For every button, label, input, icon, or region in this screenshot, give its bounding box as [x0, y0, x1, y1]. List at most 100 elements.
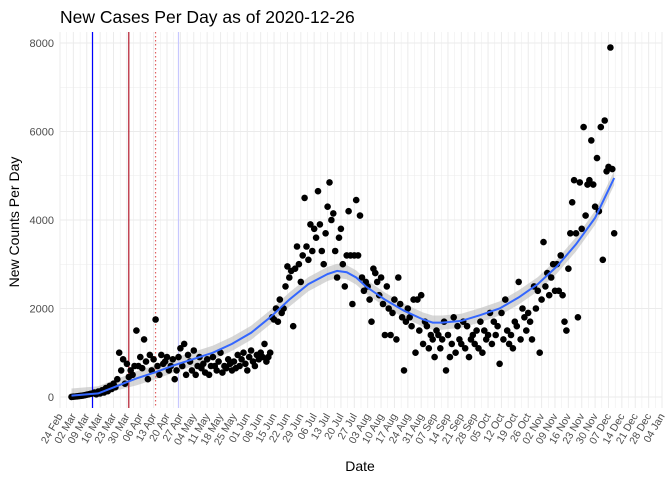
data-point: [169, 356, 177, 363]
data-point: [481, 327, 488, 334]
reference-lines: [91, 32, 180, 408]
data-point: [494, 322, 501, 330]
data-point: [154, 362, 161, 370]
data-point: [465, 353, 473, 361]
y-tick-label: 6000: [30, 127, 54, 139]
data-point: [461, 345, 469, 352]
data-point: [582, 212, 589, 219]
data-point: [578, 225, 585, 233]
data-point: [488, 340, 496, 348]
data-point: [238, 356, 245, 363]
data-point: [137, 353, 144, 361]
data-point: [261, 340, 268, 348]
data-point: [542, 283, 549, 290]
data-point: [223, 364, 230, 372]
data-point: [203, 356, 211, 363]
data-point: [337, 225, 345, 233]
y-tick-label: 4000: [30, 215, 54, 227]
data-point: [565, 265, 572, 273]
data-point: [328, 216, 335, 224]
data-point: [326, 179, 333, 186]
data-point: [354, 252, 362, 259]
data-point: [593, 154, 601, 162]
data-point: [373, 278, 381, 286]
data-point: [117, 367, 125, 374]
data-point: [366, 296, 373, 303]
data-point: [601, 117, 608, 124]
data-point: [305, 256, 312, 264]
data-point: [524, 309, 532, 317]
data-point: [286, 274, 293, 281]
data-point: [540, 238, 547, 246]
data-point: [435, 331, 442, 339]
data-point: [339, 260, 347, 268]
data-point: [163, 353, 171, 361]
data-point: [245, 353, 253, 361]
data-point: [412, 349, 419, 357]
data-point: [213, 367, 220, 374]
data-point: [437, 345, 444, 352]
data-point: [404, 305, 412, 312]
data-point: [219, 369, 226, 376]
y-tick-labels: 0 2000 4000 6000 8000: [30, 38, 54, 404]
data-point: [509, 345, 517, 352]
data-point: [144, 375, 152, 383]
data-point: [150, 356, 157, 363]
data-point: [475, 345, 482, 352]
data-point: [400, 367, 408, 374]
data-point: [372, 269, 379, 277]
data-point: [360, 287, 368, 295]
trend-layer: [71, 177, 616, 397]
data-point: [316, 221, 324, 228]
data-point: [331, 247, 339, 255]
data-point: [259, 353, 266, 361]
y-tick-label: 0: [48, 392, 54, 404]
data-point: [312, 234, 320, 241]
data-point: [383, 283, 391, 290]
data-point: [503, 327, 511, 334]
data-point: [129, 371, 136, 379]
data-point: [442, 367, 450, 374]
data-point: [242, 360, 249, 368]
data-point: [156, 371, 163, 379]
data-point: [284, 263, 291, 270]
data-point: [320, 260, 328, 268]
data-point: [381, 331, 389, 339]
data-point: [236, 362, 243, 370]
data-point: [115, 349, 123, 357]
data-point: [599, 256, 607, 264]
data-point: [276, 296, 284, 303]
data-point: [234, 351, 241, 359]
data-point: [190, 347, 198, 354]
data-point: [398, 314, 406, 321]
data-point: [282, 283, 289, 290]
data-point: [526, 318, 534, 326]
data-point: [416, 327, 423, 334]
data-point: [454, 322, 461, 330]
data-point: [502, 296, 509, 303]
data-points: [68, 44, 618, 401]
data-point: [330, 210, 337, 217]
data-point: [177, 345, 184, 352]
data-point: [356, 212, 364, 219]
data-point: [576, 179, 584, 186]
data-point: [515, 278, 522, 286]
data-point: [251, 362, 259, 370]
data-point: [322, 230, 329, 237]
data-point: [188, 367, 196, 374]
data-point: [402, 318, 410, 326]
data-point: [574, 314, 582, 321]
data-point: [425, 345, 433, 352]
data-point: [534, 287, 542, 295]
data-point: [142, 358, 150, 365]
trend-line: [71, 177, 616, 397]
data-point: [295, 260, 303, 268]
data-point: [570, 176, 578, 184]
data-point: [179, 362, 186, 370]
data-point: [423, 322, 431, 330]
data-point: [458, 340, 465, 348]
data-point: [446, 353, 454, 361]
